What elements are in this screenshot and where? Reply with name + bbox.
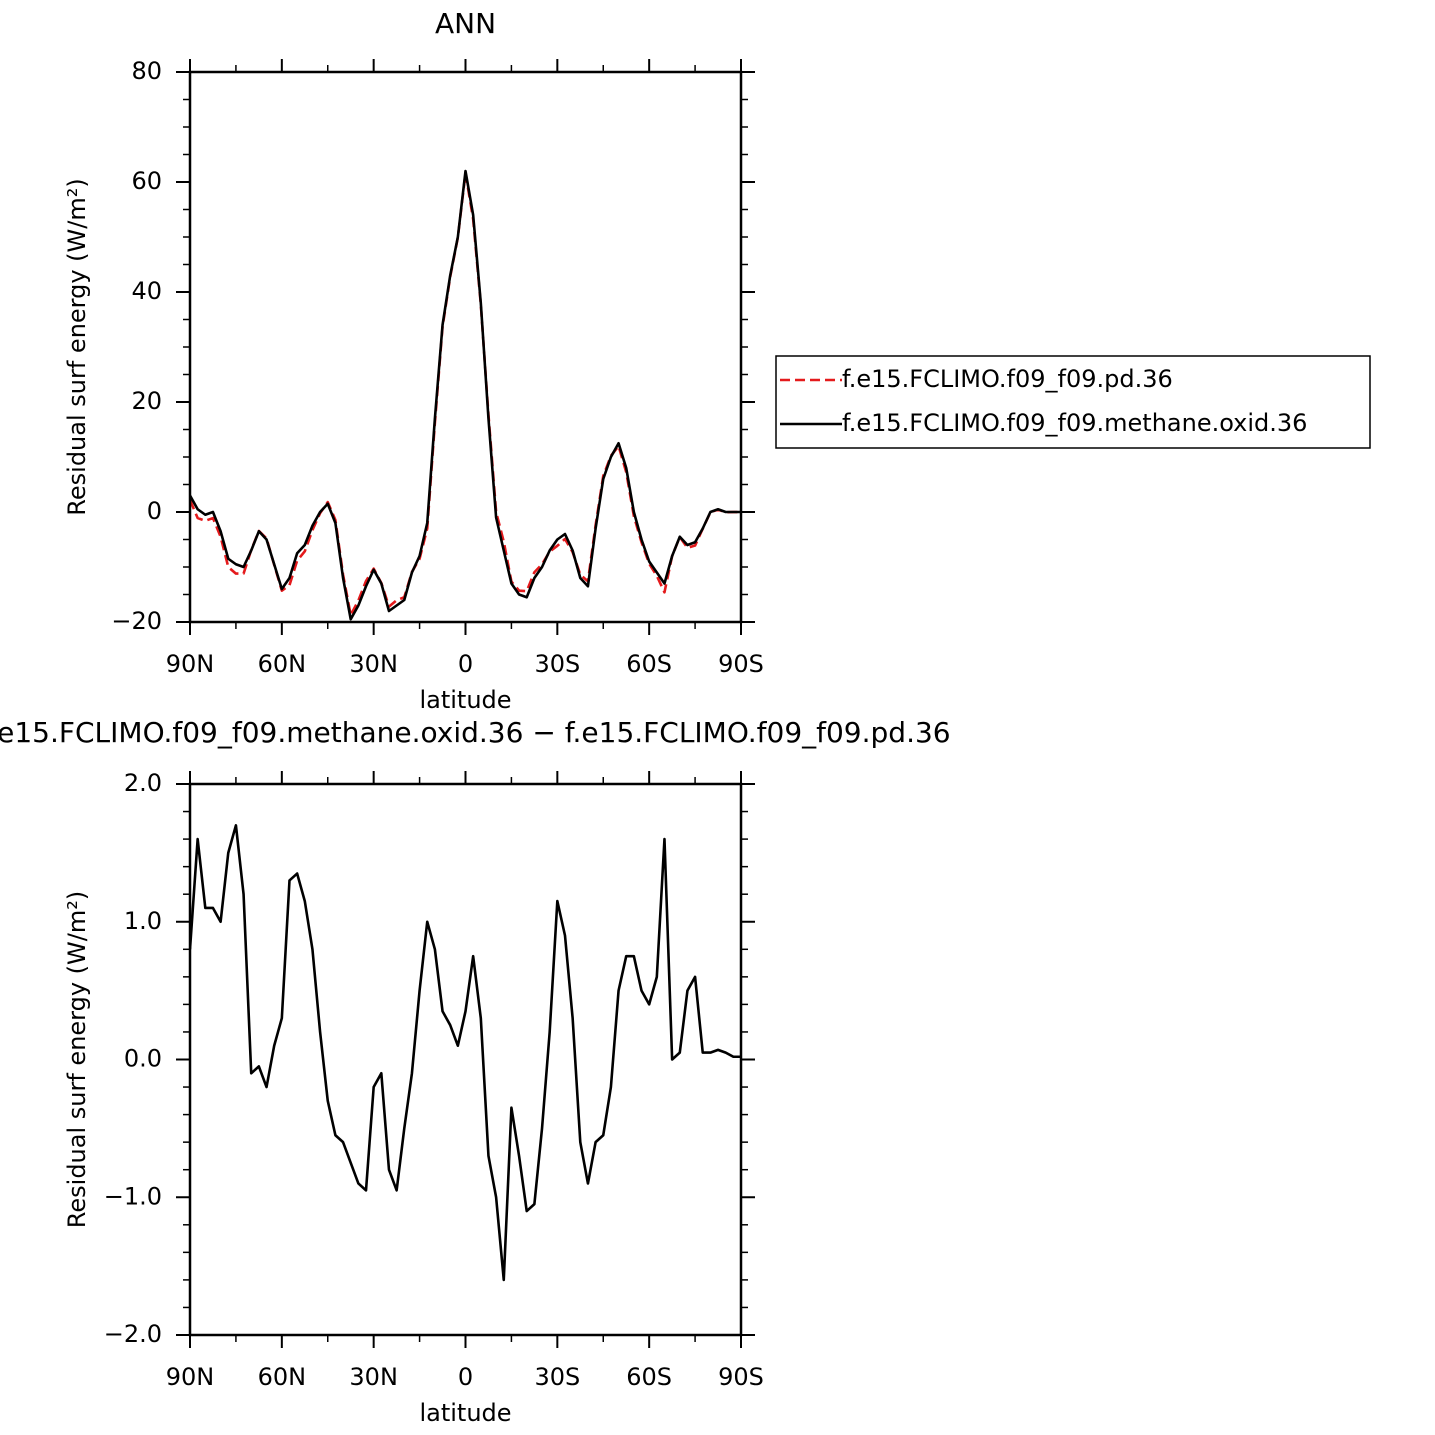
- plot-frame: [188, 782, 743, 1337]
- y-tick-label: −2.0: [104, 1320, 162, 1348]
- y-tick-label: 80: [131, 57, 162, 85]
- panel: f.e15.FCLIMO.f09_f09.methane.oxid.36 − f…: [0, 716, 951, 1427]
- legend-box: [775, 355, 1371, 449]
- y-tick-label: −1.0: [104, 1182, 162, 1210]
- series-line: [190, 169, 741, 621]
- y-tick-label: −20: [111, 607, 162, 635]
- x-tick-label: 30N: [349, 1363, 398, 1391]
- x-tick-label: 90S: [718, 650, 764, 678]
- x-tick-label: 90S: [718, 1363, 764, 1391]
- legend-label: f.e15.FCLIMO.f09_f09.pd.36: [842, 365, 1173, 393]
- chart-title: ANN: [435, 7, 496, 40]
- y-axis-label: Residual surf energy (W/m²): [63, 178, 91, 515]
- x-tick-label: 30S: [534, 1363, 580, 1391]
- y-tick-label: 40: [131, 277, 162, 305]
- x-axis-label: latitude: [419, 686, 511, 714]
- x-tick-label: 60N: [258, 650, 307, 678]
- y-tick-label: 2.0: [124, 769, 162, 797]
- panel: ANN 90N 60N 30N 0 30S 60S 90S −20 0 20 40 60 80 latitu…: [63, 7, 1371, 714]
- x-axis-label: latitude: [419, 1399, 511, 1427]
- chart-title: f.e15.FCLIMO.f09_f09.methane.oxid.36 − f…: [0, 716, 951, 749]
- legend: f.e15.FCLIMO.f09_f09.pd.36 f.e15.FCLIMO.f…: [775, 355, 1371, 449]
- x-tick-label: 30N: [349, 650, 398, 678]
- y-tick-label: 60: [131, 167, 162, 195]
- x-tick-label: 90N: [166, 1363, 215, 1391]
- legend-label: f.e15.FCLIMO.f09_f09.methane.oxid.36: [842, 409, 1307, 437]
- y-tick-label: 0.0: [124, 1045, 162, 1073]
- y-tick-label: 20: [131, 387, 162, 415]
- y-axis-label: Residual surf energy (W/m²): [63, 891, 91, 1228]
- x-tick-label: 0: [458, 650, 473, 678]
- x-tick-label: 60N: [258, 1363, 307, 1391]
- x-tick-label: 30S: [534, 650, 580, 678]
- x-tick-label: 90N: [166, 650, 215, 678]
- x-tick-label: 60S: [626, 1363, 672, 1391]
- series-line: [190, 171, 741, 617]
- y-tick-label: 1.0: [124, 907, 162, 935]
- plot-frame: [188, 70, 743, 624]
- y-tick-label: 0: [147, 497, 162, 525]
- x-tick-label: 0: [458, 1363, 473, 1391]
- x-tick-label: 60S: [626, 650, 672, 678]
- series-line: [190, 824, 741, 1282]
